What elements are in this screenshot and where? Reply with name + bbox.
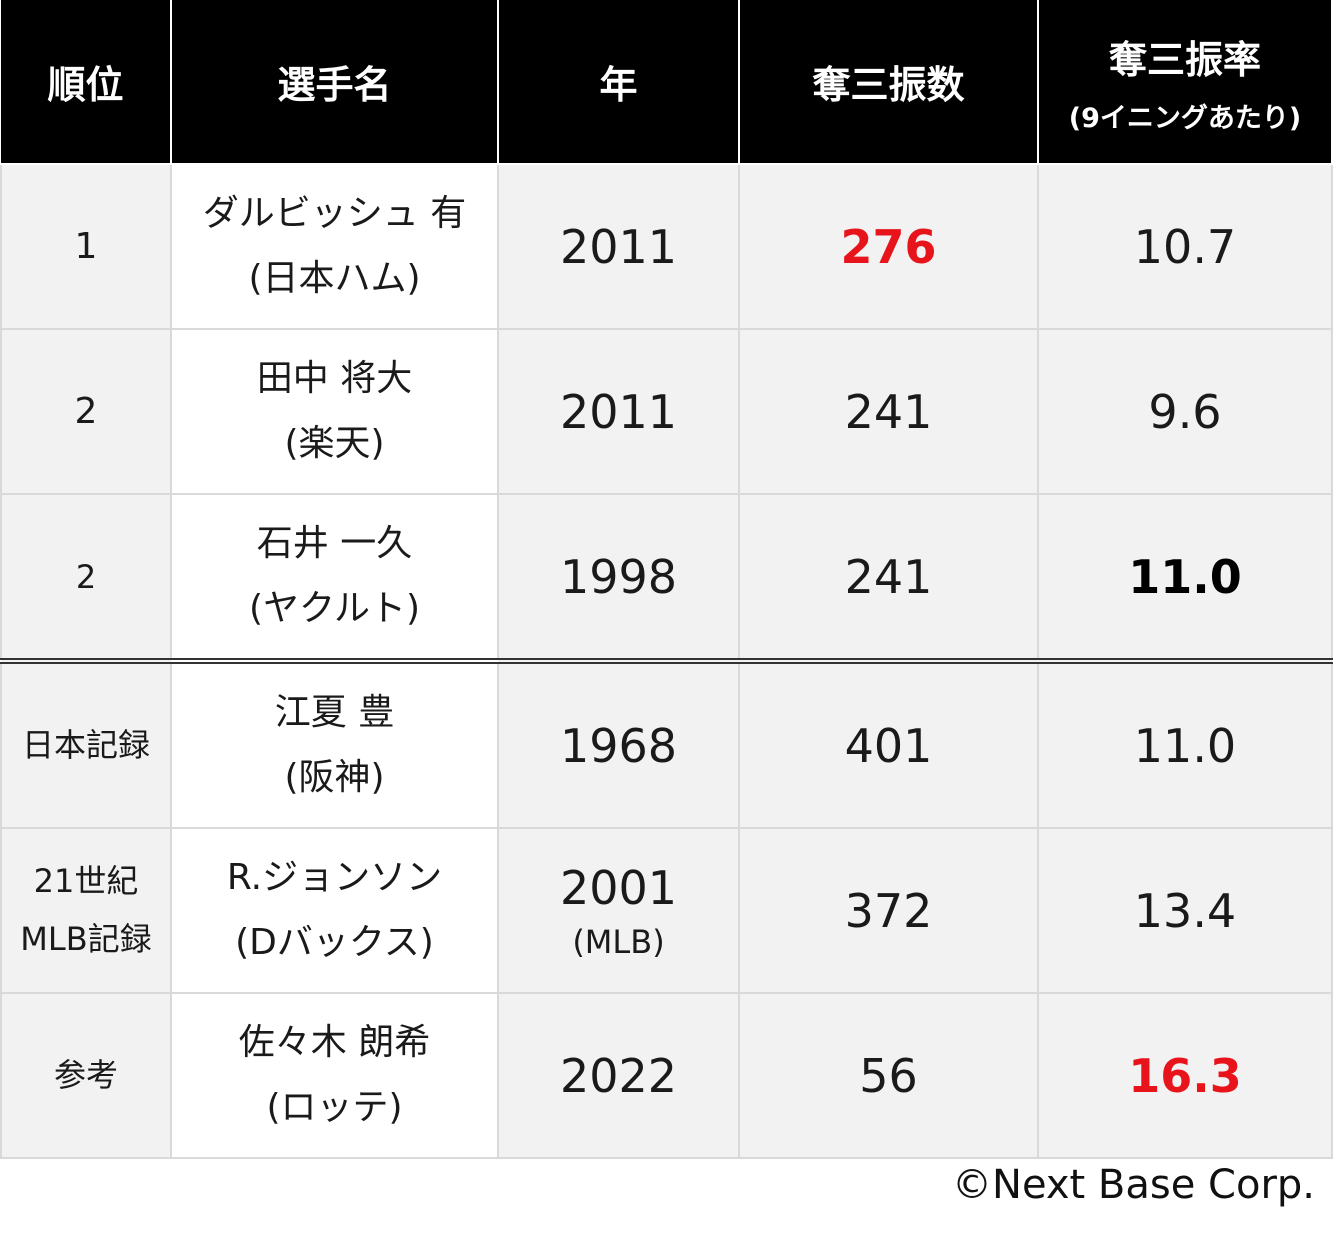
strikeouts-cell: 241 — [738, 493, 1039, 664]
strikeouts-cell: 241 — [738, 328, 1039, 495]
year-value: 2001 — [559, 860, 678, 915]
player-name: 佐々木 朗希 — [238, 1021, 431, 1063]
player-name: 石井 一久 — [256, 522, 413, 564]
header-k-rate-label: 奪三振率 — [1108, 37, 1261, 82]
k-rate-cell: 11.0 — [1037, 660, 1333, 829]
table-row: 21世紀 MLB記録 R.ジョンソン (Dバックス) 2001 (MLB) 37… — [0, 827, 1333, 994]
rank-cell: 21世紀 MLB記録 — [0, 827, 172, 994]
player-cell: ダルビッシュ 有 (日本ハム) — [170, 163, 499, 330]
k-rate-cell: 10.7 — [1037, 163, 1333, 330]
year-cell: 1968 — [497, 660, 740, 829]
year-cell: 2011 — [497, 163, 740, 330]
player-name: 江夏 豊 — [274, 691, 395, 733]
player-name: R.ジョンソン — [226, 856, 443, 898]
table-row: 日本記録 江夏 豊 (阪神) 1968 401 11.0 — [0, 660, 1333, 829]
rank-cell: 2 — [0, 328, 172, 495]
header-year: 年 — [497, 0, 740, 165]
strikeout-table: 順位 選手名 年 奪三振数 奪三振率 (9イニングあたり) 1 ダルビッシュ 有… — [0, 0, 1333, 1159]
header-rank: 順位 — [1, 0, 172, 165]
k-rate-cell: 16.3 — [1037, 992, 1333, 1159]
strikeouts-value: 276 — [840, 219, 937, 274]
strikeouts-cell: 401 — [738, 660, 1039, 829]
player-cell: 佐々木 朗希 (ロッテ) — [170, 992, 499, 1159]
rank-cell: 2 — [0, 493, 172, 664]
player-team: (ロッテ) — [266, 1086, 403, 1128]
player-name: ダルビッシュ 有 — [202, 192, 467, 234]
copyright-notice: ©Next Base Corp. — [952, 1162, 1315, 1208]
header-k-rate: 奪三振率 (9イニングあたり) — [1037, 0, 1333, 165]
player-cell: 江夏 豊 (阪神) — [170, 660, 499, 829]
header-row: 順位 選手名 年 奪三振数 奪三振率 (9イニングあたり) — [1, 0, 1333, 165]
table-row: 2 石井 一久 (ヤクルト) 1998 241 11.0 — [0, 493, 1333, 664]
header-strikeouts: 奪三振数 — [738, 0, 1039, 165]
rank-cell: 1 — [0, 163, 172, 330]
year-cell: 2011 — [497, 328, 740, 495]
k-rate-value: 11.0 — [1128, 549, 1242, 604]
table-row: 参考 佐々木 朗希 (ロッテ) 2022 56 16.3 — [0, 992, 1333, 1159]
rank-line-2: MLB記録 — [20, 919, 152, 958]
k-rate-cell: 9.6 — [1037, 328, 1333, 495]
year-cell: 2022 — [497, 992, 740, 1159]
k-rate-cell: 11.0 — [1037, 493, 1333, 664]
k-rate-value: 16.3 — [1128, 1048, 1242, 1103]
year-note: (MLB) — [572, 922, 665, 961]
k-rate-cell: 13.4 — [1037, 827, 1333, 994]
player-team: (ヤクルト) — [248, 587, 420, 629]
player-team: (阪神) — [284, 756, 385, 798]
rank-cell: 参考 — [0, 992, 172, 1159]
player-name: 田中 将大 — [256, 357, 413, 399]
player-cell: R.ジョンソン (Dバックス) — [170, 827, 499, 994]
rank-line-1: 21世紀 — [33, 861, 139, 900]
player-team: (楽天) — [284, 422, 385, 464]
strikeouts-cell: 276 — [738, 163, 1039, 330]
rank-cell: 日本記録 — [0, 660, 172, 829]
header-k-rate-note: (9イニングあたり) — [1068, 102, 1302, 134]
year-cell: 2001 (MLB) — [497, 827, 740, 994]
strikeouts-cell: 372 — [738, 827, 1039, 994]
year-cell: 1998 — [497, 493, 740, 664]
player-cell: 石井 一久 (ヤクルト) — [170, 493, 499, 664]
table-row: 1 ダルビッシュ 有 (日本ハム) 2011 276 10.7 — [0, 163, 1333, 330]
strikeouts-cell: 56 — [738, 992, 1039, 1159]
player-cell: 田中 将大 (楽天) — [170, 328, 499, 495]
player-team: (Dバックス) — [235, 921, 434, 963]
header-player: 選手名 — [170, 0, 499, 165]
table-row: 2 田中 将大 (楽天) 2011 241 9.6 — [0, 328, 1333, 495]
player-team: (日本ハム) — [248, 257, 421, 299]
